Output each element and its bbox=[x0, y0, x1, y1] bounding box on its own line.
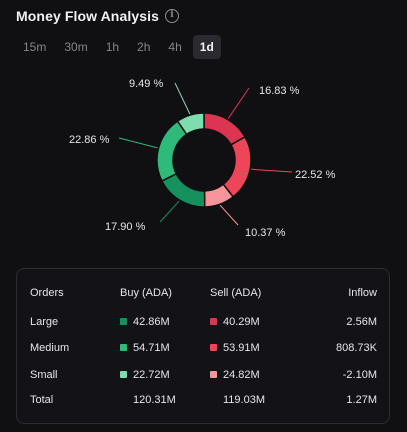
orders-table: Orders Buy (ADA) Sell (ADA) Inflow Large… bbox=[16, 268, 390, 424]
sell-cell: 24.82M bbox=[210, 366, 260, 384]
sell-value: 53.91M bbox=[223, 342, 260, 354]
header-orders: Orders bbox=[30, 287, 64, 299]
header: Money Flow Analysis i bbox=[16, 8, 179, 24]
buy-cell: 42.86M bbox=[120, 313, 170, 331]
sell-swatch bbox=[210, 318, 217, 325]
donut-slice-medium-buy[interactable] bbox=[156, 120, 188, 182]
tab-4h[interactable]: 4h bbox=[168, 40, 182, 54]
table-header-row: Orders Buy (ADA) Sell (ADA) Inflow bbox=[17, 284, 389, 302]
info-icon[interactable]: i bbox=[164, 9, 179, 23]
row-label: Small bbox=[30, 369, 58, 381]
inflow-value: 808.73K bbox=[336, 342, 377, 354]
table-row-large: Large 42.86M 40.29M 2.56M bbox=[17, 313, 389, 331]
donut-svg bbox=[118, 82, 293, 226]
table-row-small: Small 22.72M 24.82M -2.10M bbox=[17, 366, 389, 384]
slice-label-small-buy: 9.49 % bbox=[129, 78, 164, 90]
total-inflow-value: 1.27M bbox=[346, 394, 377, 406]
tab-30m[interactable]: 30m bbox=[64, 40, 88, 54]
slice-label-large-sell: 16.83 % bbox=[259, 85, 300, 97]
sell-value: 24.82M bbox=[223, 369, 260, 381]
header-sell: Sell (ADA) bbox=[210, 287, 262, 299]
header-inflow: Inflow bbox=[348, 287, 377, 299]
row-label: Total bbox=[30, 394, 54, 406]
slice-label-large-buy: 17.90 % bbox=[105, 221, 146, 233]
sell-swatch bbox=[210, 371, 217, 378]
buy-value: 42.86M bbox=[133, 316, 170, 328]
row-label: Large bbox=[30, 316, 59, 328]
total-buy-value: 120.31M bbox=[133, 394, 176, 406]
buy-cell: 54.71M bbox=[120, 339, 170, 357]
total-sell-value: 119.03M bbox=[223, 394, 265, 406]
donut-slice-medium-sell[interactable] bbox=[222, 135, 252, 198]
buy-value: 22.72M bbox=[133, 369, 170, 381]
inflow-value: -2.10M bbox=[342, 369, 377, 381]
sell-cell: 40.29M bbox=[210, 313, 260, 331]
buy-swatch bbox=[120, 371, 127, 378]
leader-line-large-sell bbox=[227, 87, 250, 119]
leader-line-medium-sell bbox=[251, 168, 293, 173]
leader-line-small-sell bbox=[219, 204, 239, 226]
tab-1h[interactable]: 1h bbox=[105, 40, 120, 54]
slice-label-small-sell: 10.37 % bbox=[245, 227, 286, 239]
sell-swatch bbox=[210, 344, 217, 351]
header-buy: Buy (ADA) bbox=[120, 287, 172, 299]
leader-line-small-buy bbox=[174, 82, 191, 115]
slice-label-medium-sell: 22.52 % bbox=[295, 169, 336, 181]
sell-value: 40.29M bbox=[223, 316, 260, 328]
sell-cell: 53.91M bbox=[210, 339, 260, 357]
table-row-total: Total 120.31M 119.03M 1.27M bbox=[17, 391, 389, 409]
buy-swatch bbox=[120, 318, 127, 325]
buy-swatch bbox=[120, 344, 127, 351]
row-label: Medium bbox=[30, 342, 70, 354]
buy-cell: 22.72M bbox=[120, 366, 170, 384]
donut-slice-small-buy[interactable] bbox=[176, 112, 205, 136]
page-title: Money Flow Analysis bbox=[16, 8, 159, 24]
slice-label-medium-buy: 22.86 % bbox=[69, 134, 110, 146]
donut-slice-large-buy[interactable] bbox=[160, 172, 206, 208]
leader-line-medium-buy bbox=[118, 137, 158, 149]
inflow-value: 2.56M bbox=[346, 316, 377, 328]
tab-1d[interactable]: 1d bbox=[192, 35, 221, 59]
tab-2h[interactable]: 2h bbox=[137, 40, 151, 54]
timeframe-tabs: 15m 30m 1h 2h 4h 1d bbox=[16, 35, 221, 59]
tab-15m[interactable]: 15m bbox=[23, 40, 47, 54]
buy-value: 54.71M bbox=[133, 342, 170, 354]
table-row-medium: Medium 54.71M 53.91M 808.73K bbox=[17, 339, 389, 357]
leader-line-large-buy bbox=[159, 200, 180, 223]
money-flow-donut-chart: 16.83 % 22.52 % 10.37 % 17.90 % 22.86 % … bbox=[0, 62, 407, 262]
